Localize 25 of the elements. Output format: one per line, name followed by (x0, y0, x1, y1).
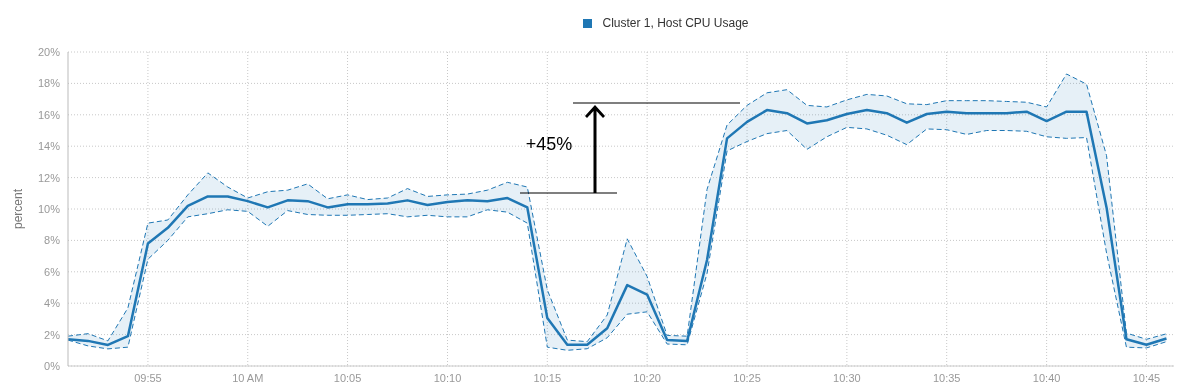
annotation: +45% (525, 134, 573, 154)
x-tick-label: 10:05 (333, 371, 362, 384)
x-tick-label: 10:15 (533, 371, 562, 384)
y-tick-label: 0% (44, 359, 61, 372)
y-tick-label: 16% (37, 108, 61, 121)
x-tick-label: 10:35 (932, 371, 961, 384)
y-axis-title: percent (11, 188, 26, 230)
x-tick-label: 10:20 (633, 371, 661, 384)
y-tick-label: 4% (44, 297, 61, 310)
x-tick-label: 10:40 (1032, 371, 1061, 384)
x-tick-label: 10:45 (1132, 371, 1161, 384)
y-tick-label: 14% (37, 140, 61, 153)
y-tick-label: 20% (37, 45, 61, 58)
legend-label: Cluster 1, Host CPU Usage (602, 16, 749, 30)
x-tick-label: 10:10 (433, 371, 462, 384)
y-tick-label: 8% (44, 234, 61, 247)
x-tick-label: 10 AM (232, 371, 264, 384)
x-tick-label: 10:30 (833, 371, 861, 384)
x-tick-label: 10:25 (733, 371, 761, 384)
y-tick-label: 10% (37, 202, 61, 215)
y-tick-label: 2% (44, 328, 61, 341)
y-tick-label: 12% (37, 171, 61, 184)
y-tick-label: 18% (37, 77, 61, 90)
x-tick-label: 09:55 (134, 371, 162, 384)
y-tick-label: 6% (44, 265, 61, 278)
